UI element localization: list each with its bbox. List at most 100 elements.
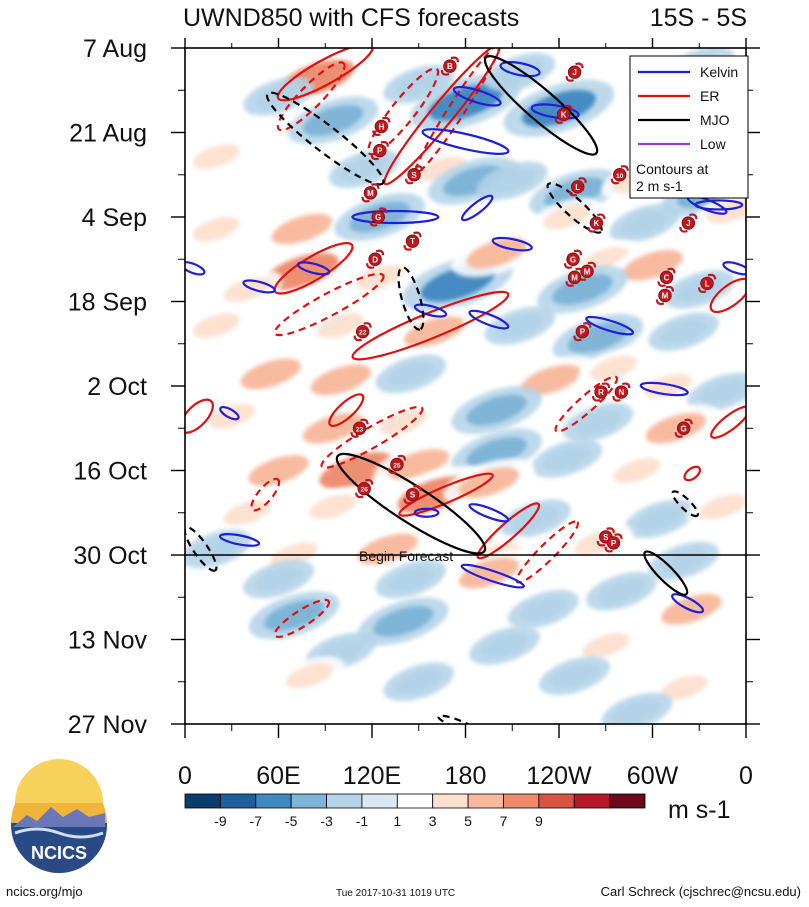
tc-spiral-arm bbox=[554, 104, 573, 124]
anomaly-blob bbox=[476, 694, 517, 717]
anomaly-blob bbox=[512, 506, 560, 532]
tc-marker: G bbox=[563, 249, 583, 269]
legend: Kelvin ER MJO Low Contours at2 m s-1 bbox=[629, 55, 749, 199]
mjo-contour bbox=[483, 55, 599, 156]
tc-spiral-arm bbox=[370, 141, 389, 161]
tc-spiral-arm bbox=[369, 207, 388, 227]
colorbar-label: 5 bbox=[464, 813, 472, 829]
anomaly-blob bbox=[582, 633, 630, 658]
tc-label: K bbox=[594, 219, 600, 228]
anomaly-blob bbox=[264, 252, 339, 290]
kelvin-contour bbox=[351, 209, 440, 225]
er-contour bbox=[328, 393, 365, 428]
colorbar-cell bbox=[361, 793, 398, 809]
tc-marker: 23 bbox=[350, 418, 369, 438]
anomaly-blob bbox=[699, 494, 746, 520]
tc-label: L bbox=[705, 279, 710, 288]
tc-marker: M bbox=[361, 183, 380, 203]
tc-circle bbox=[658, 288, 672, 303]
colorbar-label: 9 bbox=[535, 813, 543, 829]
colorbar-label: -9 bbox=[214, 813, 227, 829]
tc-spiral-arm bbox=[403, 231, 422, 251]
anomaly-blob bbox=[340, 156, 388, 182]
tc-spiral-arm bbox=[387, 454, 407, 475]
tc-label: J bbox=[572, 68, 576, 77]
colorbar-units: m s-1 bbox=[668, 796, 731, 824]
tc-marker: P bbox=[573, 322, 592, 342]
anomaly-blob bbox=[496, 313, 544, 339]
anomaly-blob bbox=[211, 694, 252, 717]
tc-label: 25 bbox=[393, 462, 401, 469]
tc-spiral-arm bbox=[610, 165, 629, 185]
anomaly-blob bbox=[544, 177, 605, 209]
anomaly-blob bbox=[387, 566, 435, 592]
anomaly-blob bbox=[567, 322, 629, 354]
tc-label: N bbox=[618, 388, 624, 397]
tc-circle bbox=[567, 270, 582, 285]
anomaly-blob bbox=[387, 361, 435, 387]
tc-circle bbox=[580, 264, 594, 279]
kelvin-contour bbox=[413, 303, 448, 318]
x-tick-label: 60E bbox=[256, 762, 300, 790]
logo-mountains bbox=[13, 807, 105, 827]
anomaly-blob bbox=[466, 237, 527, 269]
tc-circle bbox=[374, 119, 389, 134]
anomaly-blob bbox=[660, 319, 708, 345]
er-contour bbox=[276, 48, 374, 102]
tc-spiral-arm bbox=[353, 322, 372, 342]
er-contour bbox=[383, 48, 501, 186]
tc-circle bbox=[407, 168, 421, 182]
tc-circle bbox=[589, 216, 604, 230]
legend-label: MJO bbox=[700, 112, 730, 128]
colorbar-label: 7 bbox=[500, 813, 508, 829]
kelvin-contour bbox=[452, 85, 502, 107]
tc-spiral-arm bbox=[361, 183, 380, 203]
anomaly-blob bbox=[543, 446, 591, 471]
er-contour bbox=[250, 477, 281, 512]
tc-marker: 25 bbox=[387, 454, 407, 475]
tc-spiral-arm bbox=[350, 418, 369, 438]
tc-spiral-arm bbox=[404, 165, 424, 185]
legend-label: Low bbox=[700, 136, 727, 152]
tc-marker: P bbox=[370, 141, 389, 161]
tc-circle bbox=[363, 186, 378, 200]
anomaly-blob bbox=[248, 455, 309, 486]
anomaly-blob bbox=[223, 277, 271, 302]
tc-label: M bbox=[367, 189, 374, 198]
anomaly-blob bbox=[613, 458, 661, 483]
colorbar-cell bbox=[432, 793, 469, 809]
er-contour bbox=[273, 272, 385, 337]
forecast-divider: Begin Forecast bbox=[185, 548, 746, 564]
y-tick-label: 7 Aug bbox=[83, 35, 147, 63]
tc-label: G bbox=[375, 213, 381, 222]
er-contour bbox=[320, 405, 424, 469]
footer-url[interactable]: ncics.org/mjo bbox=[6, 884, 83, 899]
tc-spiral-arm bbox=[565, 267, 584, 287]
kelvin-contour bbox=[460, 194, 494, 222]
anomaly-blob bbox=[192, 144, 240, 170]
kelvin-contour bbox=[639, 381, 689, 397]
tc-spiral-arm bbox=[591, 382, 611, 402]
logo-sky-band bbox=[15, 759, 103, 803]
anomaly-blob bbox=[621, 210, 669, 236]
anomaly-blob bbox=[263, 599, 325, 631]
mjo-contour bbox=[265, 91, 385, 186]
tc-spiral-arm bbox=[355, 479, 374, 499]
anomaly-blob bbox=[192, 313, 240, 339]
kelvin-contour bbox=[722, 261, 746, 276]
kelvin-contour bbox=[468, 309, 510, 330]
tc-circle bbox=[373, 143, 387, 158]
tc-spiral-arm bbox=[563, 249, 583, 269]
latitude-band-label: 15S - 5S bbox=[649, 4, 747, 32]
anomaly-blob bbox=[437, 218, 478, 240]
anomaly-blob bbox=[310, 364, 372, 396]
colorbar-cell bbox=[538, 793, 575, 809]
tc-circle bbox=[566, 252, 580, 266]
tc-circle bbox=[681, 216, 696, 230]
footer-author[interactable]: Carl Schreck (cjschrec@ncsu.edu) bbox=[600, 884, 801, 899]
anomaly-blob bbox=[551, 663, 599, 689]
tc-label: P bbox=[580, 328, 586, 337]
tc-circle bbox=[443, 59, 457, 73]
tc-marker: 10 bbox=[610, 165, 629, 185]
